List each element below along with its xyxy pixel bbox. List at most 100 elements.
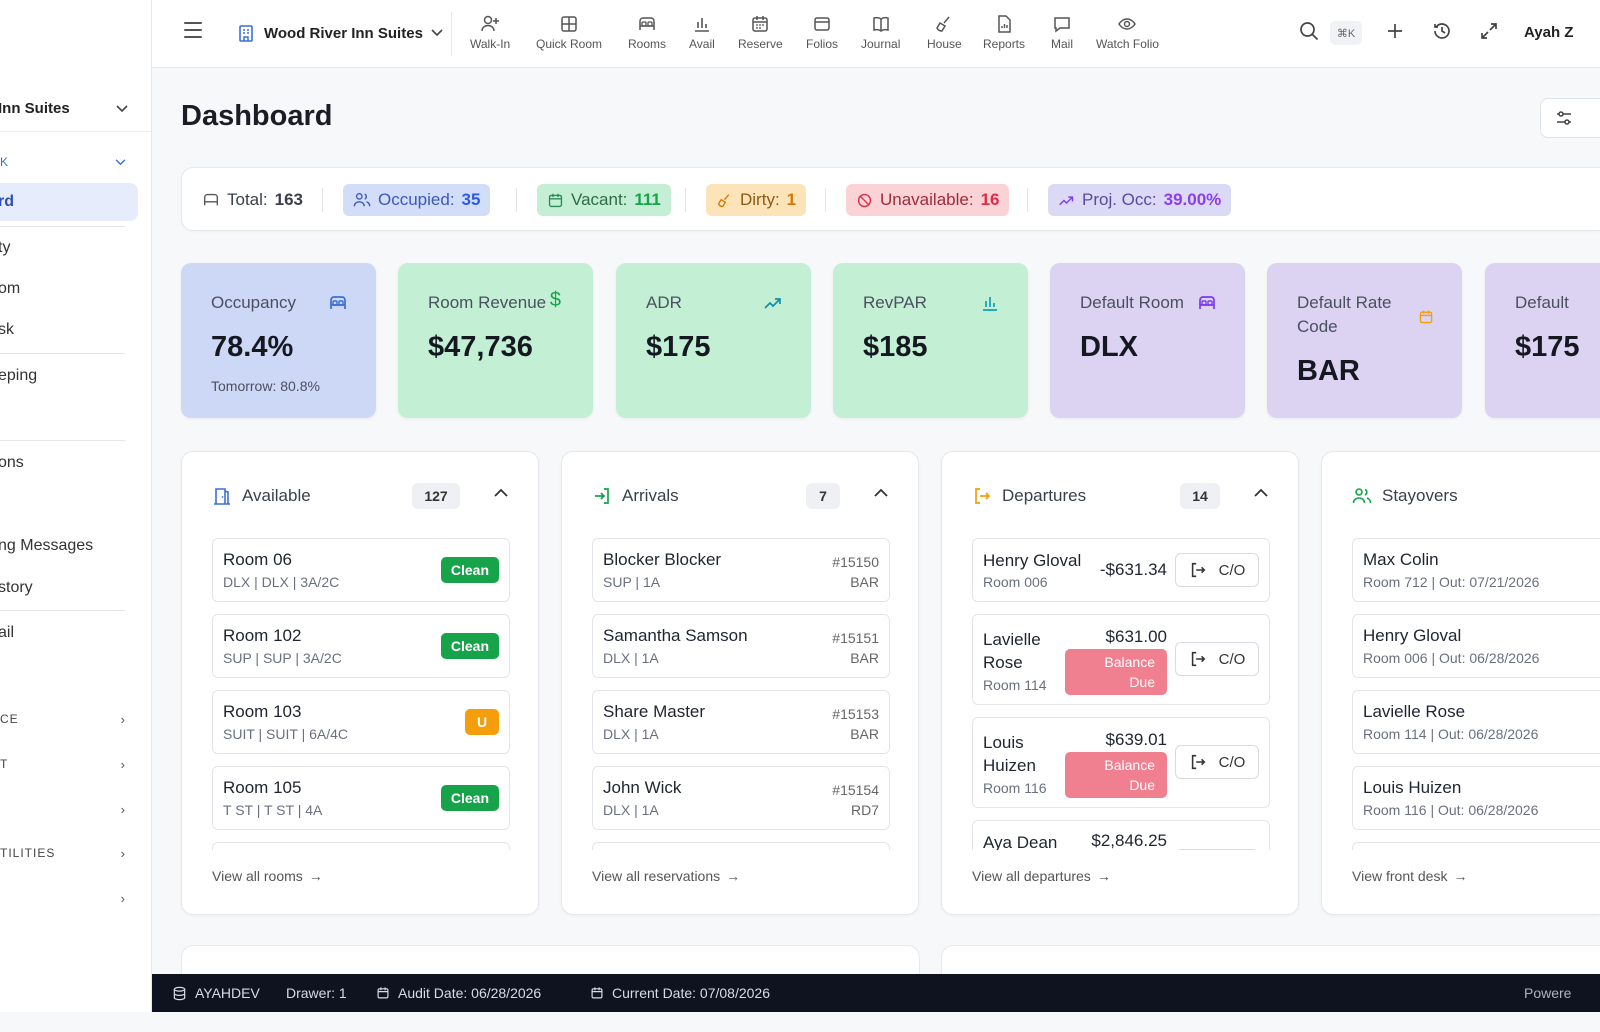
check-out-button[interactable]: C/O bbox=[1175, 642, 1259, 676]
stat-occupied[interactable]: Occupied: 35 bbox=[343, 184, 491, 216]
list-item[interactable]: Aya Dean $2,846.25 bbox=[972, 820, 1270, 850]
kpi-value: BAR bbox=[1297, 355, 1360, 387]
guest-name: Louis Huizen bbox=[983, 731, 1036, 777]
rooms-button[interactable]: Rooms bbox=[628, 14, 666, 51]
ban-icon bbox=[857, 193, 872, 207]
sidebar-section-unlabeled[interactable]: › bbox=[0, 795, 151, 823]
menu-icon[interactable] bbox=[184, 22, 202, 38]
sidebar-section-front-desk[interactable]: K bbox=[0, 148, 151, 176]
stat-dirty[interactable]: Dirty: 1 bbox=[706, 184, 807, 216]
stat-value: 163 bbox=[274, 190, 304, 209]
users-icon bbox=[1352, 488, 1372, 504]
chevron-up-icon[interactable] bbox=[494, 488, 508, 497]
sidebar-section-service[interactable]: CE › bbox=[0, 705, 151, 733]
sidebar-item-quick-room[interactable]: om bbox=[0, 270, 138, 308]
status-badge: Clean bbox=[440, 785, 499, 811]
list-item[interactable]: Max Colin Room 712 | Out: 07/21/2026 bbox=[1352, 538, 1600, 602]
check-out-button[interactable] bbox=[1175, 849, 1259, 850]
sidebar-item-dashboard[interactable]: rd bbox=[0, 183, 138, 221]
kpi-default-room-card: Default Room DLX bbox=[1050, 263, 1245, 418]
list-item[interactable]: Lavielle Rose Room 114 | Out: 06/28/2026 bbox=[1352, 690, 1600, 754]
sidebar-item-history[interactable]: story bbox=[0, 569, 138, 607]
check-out-label: C/O bbox=[1218, 650, 1246, 668]
chevron-down-icon bbox=[115, 158, 126, 165]
powered-by: Powere bbox=[1524, 985, 1572, 1001]
list-item[interactable]: Room 103 SUIT | SUIT | 6A/4C U bbox=[212, 690, 510, 754]
sidebar-section-more[interactable]: › bbox=[0, 884, 151, 912]
view-all-reservations-link[interactable]: View all reservations → bbox=[592, 868, 740, 884]
quick-room-button[interactable]: Quick Room bbox=[536, 14, 602, 51]
log-out-icon bbox=[1191, 562, 1206, 578]
stat-unavailable[interactable]: Unavailable: 16 bbox=[846, 184, 1010, 216]
view-all-rooms-link[interactable]: View all rooms → bbox=[212, 868, 323, 884]
stat-vacant[interactable]: Vacant: 111 bbox=[537, 184, 671, 216]
list-item[interactable]: Henry Gloval Room 006 -$631.34 C/O bbox=[972, 538, 1270, 602]
sidebar-section-accounting[interactable]: T › bbox=[0, 750, 151, 778]
bed-icon bbox=[639, 17, 655, 30]
list-item[interactable]: Henry Gloval Room 006 | Out: 06/28/2026 bbox=[1352, 614, 1600, 678]
list-item[interactable]: Share Master DLX | 1A #15153 BAR bbox=[592, 690, 890, 754]
list-item[interactable] bbox=[1352, 842, 1600, 850]
watch-folio-button[interactable]: Watch Folio bbox=[1096, 14, 1159, 51]
sidebar-item-desk[interactable]: sk bbox=[0, 311, 138, 349]
mail-button[interactable]: Mail bbox=[1051, 14, 1073, 51]
list-item[interactable]: Room 105 T ST | T ST | 4A Clean bbox=[212, 766, 510, 830]
reports-button[interactable]: Reports bbox=[983, 14, 1025, 51]
sidebar-item-availability[interactable]: ty bbox=[0, 229, 138, 267]
list-item[interactable]: Lavielle Rose Room 114 $631.00 Balance Due… bbox=[972, 614, 1270, 705]
stat-label: Vacant: bbox=[571, 190, 628, 209]
message-icon bbox=[1054, 17, 1070, 33]
folios-button[interactable]: Folios bbox=[806, 14, 838, 51]
user-menu[interactable]: Ayah Z bbox=[1524, 24, 1574, 41]
kpi-value: $175 bbox=[646, 331, 711, 363]
list-item[interactable]: Louis Huizen Room 116 $639.01 Balance Due … bbox=[972, 717, 1270, 808]
sidebar-divider bbox=[0, 610, 125, 611]
folio-icon bbox=[814, 17, 830, 31]
property-selector[interactable]: Wood River Inn Suites bbox=[236, 18, 443, 48]
sidebar-item-reservations[interactable]: ons bbox=[0, 444, 138, 482]
list-item[interactable] bbox=[212, 842, 510, 850]
rate-code: BAR bbox=[850, 650, 879, 666]
status-badge: U bbox=[465, 709, 499, 735]
sidebar-item-mail[interactable]: ail bbox=[0, 614, 138, 652]
kpi-label: Default Room bbox=[1080, 293, 1184, 312]
mail-label: Mail bbox=[1051, 37, 1074, 51]
avail-button[interactable]: Avail bbox=[689, 14, 715, 51]
history-icon[interactable] bbox=[1431, 20, 1453, 42]
check-out-button[interactable]: C/O bbox=[1175, 745, 1259, 779]
list-item[interactable]: Blocker Blocker SUP | 1A #15150 BAR bbox=[592, 538, 890, 602]
list-item[interactable]: Room 06 DLX | DLX | 3A/2C Clean bbox=[212, 538, 510, 602]
chevron-up-icon[interactable] bbox=[1254, 488, 1268, 497]
list-item[interactable]: Louis Huizen Room 116 | Out: 06/28/2026 bbox=[1352, 766, 1600, 830]
badge-line: Balance bbox=[1104, 757, 1155, 773]
house-button[interactable]: House bbox=[927, 14, 962, 51]
check-out-button[interactable]: C/O bbox=[1175, 553, 1259, 587]
room-name: Room 102 bbox=[223, 626, 302, 645]
broom-icon bbox=[717, 193, 730, 207]
reserve-button[interactable]: Reserve bbox=[738, 14, 783, 51]
sidebar-item-housekeeping[interactable]: eping bbox=[0, 357, 138, 395]
expand-icon[interactable] bbox=[1478, 20, 1500, 42]
customize-button[interactable] bbox=[1540, 98, 1600, 138]
calendar-icon bbox=[377, 987, 389, 999]
walk-in-button[interactable]: Walk-In bbox=[470, 14, 510, 51]
badge-line: Due bbox=[1129, 777, 1155, 793]
sidebar-section-label: T bbox=[0, 757, 9, 771]
stayovers-list: Max Colin Room 712 | Out: 07/21/2026 Hen… bbox=[1352, 538, 1600, 850]
stat-projected-occupancy[interactable]: Proj. Occ: 39.00% bbox=[1048, 184, 1232, 216]
search-icon[interactable] bbox=[1298, 20, 1320, 42]
list-item[interactable]: Samantha Samson DLX | 1A #15151 BAR bbox=[592, 614, 890, 678]
list-item[interactable]: John Wick DLX | 1A #15154 RD7 bbox=[592, 766, 890, 830]
list-item[interactable] bbox=[592, 842, 890, 850]
eye-icon bbox=[1118, 18, 1137, 30]
sidebar-item-messages[interactable]: ng Messages bbox=[0, 527, 138, 565]
journal-button[interactable]: Journal bbox=[861, 14, 900, 51]
view-front-desk-link[interactable]: View front desk → bbox=[1352, 868, 1467, 884]
folios-label: Folios bbox=[806, 37, 839, 51]
list-item[interactable]: Room 102 SUP | SUP | 3A/2C Clean bbox=[212, 614, 510, 678]
plus-icon[interactable] bbox=[1384, 20, 1406, 42]
view-all-departures-link[interactable]: View all departures → bbox=[972, 868, 1111, 884]
chevron-up-icon[interactable] bbox=[874, 488, 888, 497]
sidebar-property-selector[interactable]: Inn Suites bbox=[0, 86, 151, 132]
sidebar-section-utilities[interactable]: TILITIES › bbox=[0, 839, 151, 867]
